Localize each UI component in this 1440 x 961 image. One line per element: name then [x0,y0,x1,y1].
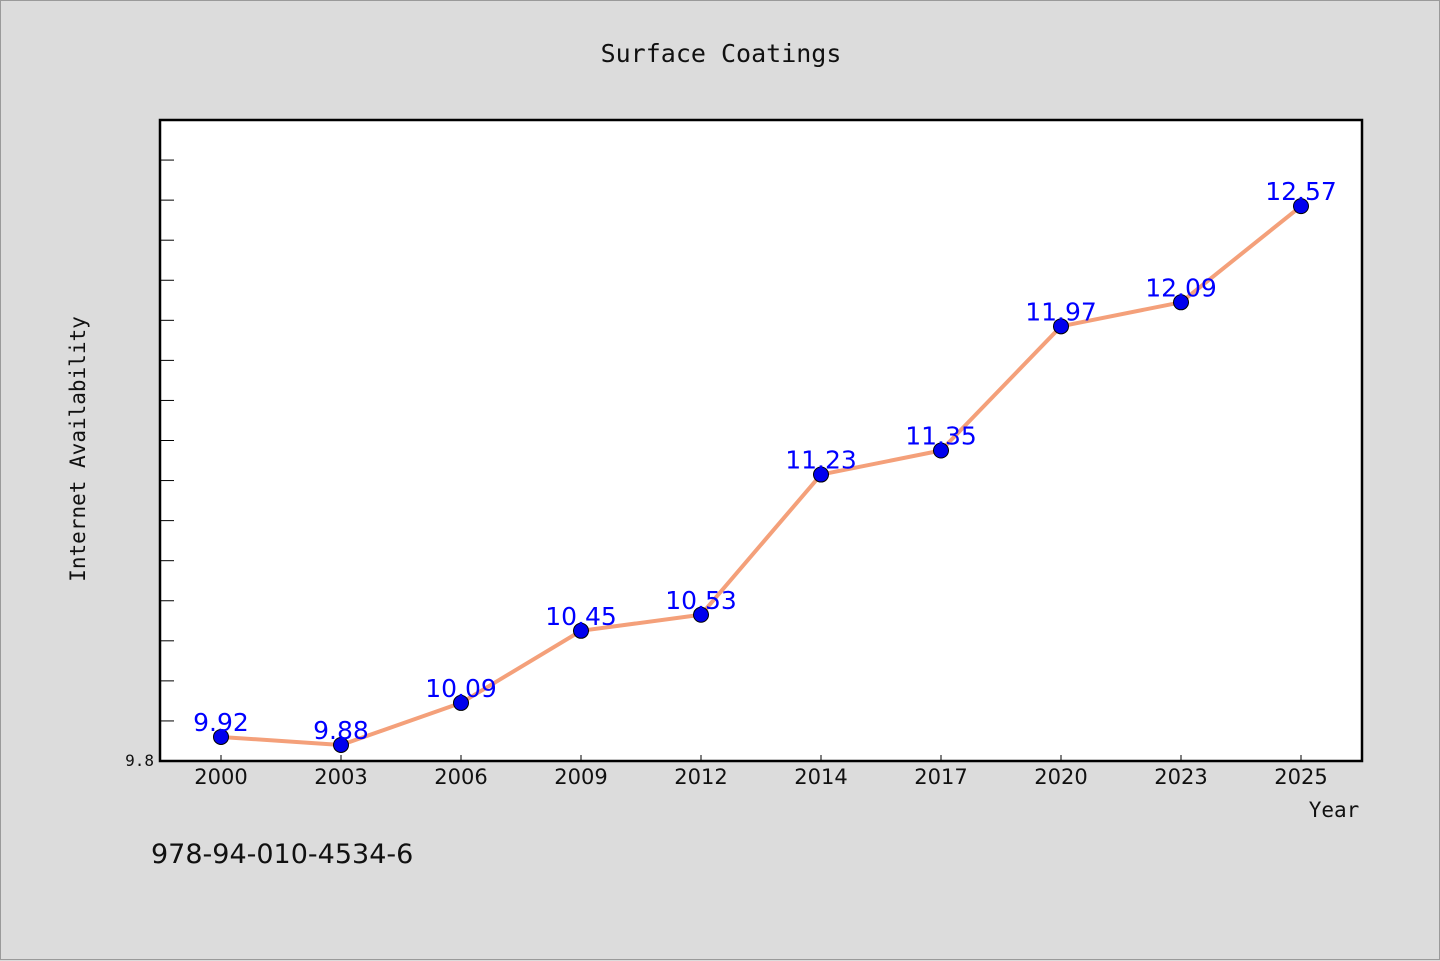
data-label: 11.35 [905,422,977,451]
data-point [1293,198,1309,215]
data-label: 12.09 [1145,273,1217,302]
plot-area [160,120,1362,761]
data-point [453,694,469,711]
data-point [213,728,229,745]
series-group [213,198,1309,753]
data-point [693,606,709,623]
y-tick-label: 9.8 [125,751,154,770]
data-labels-group: 9.92 9.88 10.09 10.45 10.53 11.23 11.35 11.97 12… [193,177,1337,745]
data-point [1053,318,1069,335]
x-axis-label: Year [1309,798,1360,822]
footnote-isbn: 978-94-010-4534-6 [151,839,413,870]
x-tick-label: 2012 [674,765,727,789]
data-point [813,466,829,483]
x-tick-label: 2000 [194,765,247,789]
x-tick-label: 2014 [794,765,847,789]
data-point [933,442,949,459]
data-label: 10.45 [545,602,617,631]
data-label: 10.09 [425,674,497,703]
y-axis-label: Internet Availability [66,316,90,582]
x-axis-ticks: 2000 2003 2006 2009 2012 2014 2017 2020 2023 2025 [194,755,1328,789]
data-label: 12.57 [1265,177,1337,206]
data-label: 9.88 [313,716,369,745]
y-axis-ticks: 9.8 [125,159,174,770]
data-label: 11.97 [1025,297,1097,326]
x-tick-label: 2003 [314,765,367,789]
x-tick-label: 2006 [434,765,487,789]
data-label: 11.23 [785,446,857,475]
x-tick-label: 2025 [1274,765,1327,789]
series-line [220,204,1303,747]
chart-title: Surface Coatings [601,39,842,68]
plot-border [158,118,1364,763]
data-point [1173,294,1189,311]
x-tick-label: 2017 [914,765,967,789]
x-tick-label: 2023 [1154,765,1207,789]
data-label: 10.53 [665,586,737,615]
data-point [573,622,589,639]
x-tick-label: 2009 [554,765,607,789]
data-point [333,736,349,753]
data-label: 9.92 [193,708,249,737]
x-tick-label: 2020 [1034,765,1087,789]
